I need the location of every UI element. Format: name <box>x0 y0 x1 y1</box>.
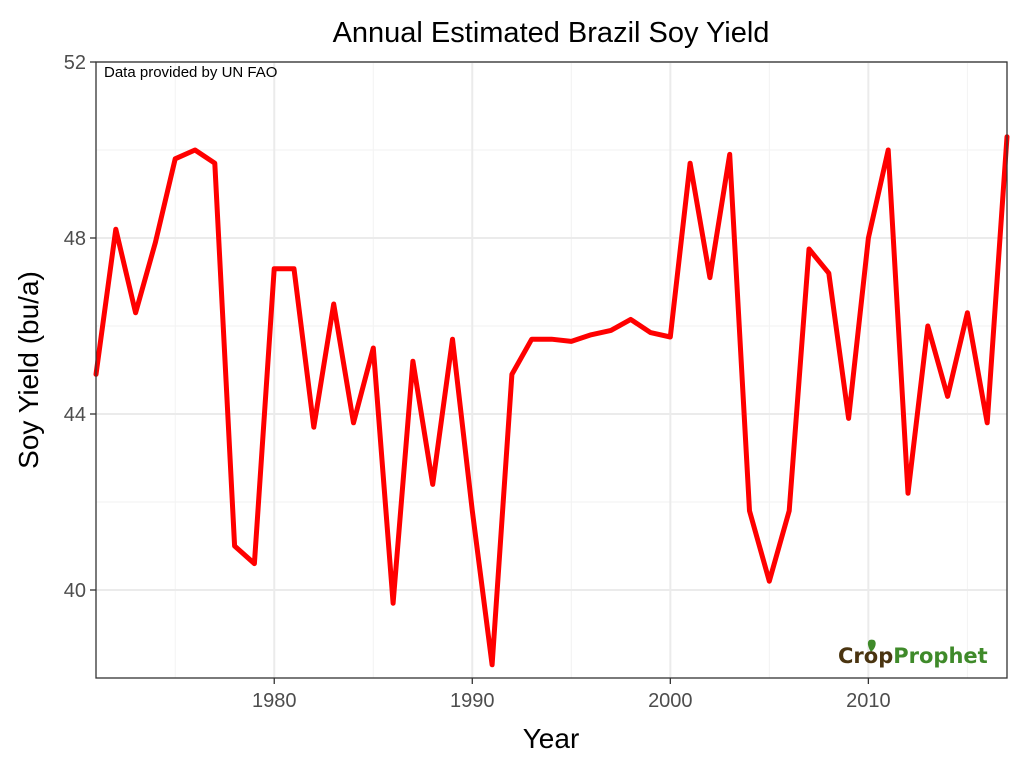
leaf-icon <box>867 639 876 652</box>
x-axis-title: Year <box>523 723 580 754</box>
data-point-1985 <box>371 346 376 351</box>
data-point-1994 <box>549 337 554 342</box>
data-point-1998 <box>628 317 633 322</box>
data-point-1982 <box>311 425 316 430</box>
plot-panel <box>96 62 1007 678</box>
data-point-2008 <box>826 271 831 276</box>
data-point-1975 <box>173 156 178 161</box>
data-point-2001 <box>688 161 693 166</box>
data-point-1986 <box>391 601 396 606</box>
y-axis: 40 44 48 52 <box>64 52 96 602</box>
data-point-1999 <box>648 330 653 335</box>
x-tick-label-1980: 1980 <box>252 690 297 712</box>
data-point-2014 <box>945 394 950 399</box>
data-point-2002 <box>707 275 712 280</box>
data-point-1989 <box>450 337 455 342</box>
data-point-1991 <box>490 662 495 667</box>
data-point-2003 <box>727 152 732 157</box>
data-point-2006 <box>787 508 792 513</box>
y-tick-label-48: 48 <box>64 228 86 250</box>
data-point-1972 <box>113 227 118 232</box>
data-source-annotation: Data provided by UN FAO <box>104 64 277 81</box>
data-point-1997 <box>608 328 613 333</box>
y-tick-label-44: 44 <box>64 404 86 426</box>
data-point-1987 <box>410 359 415 364</box>
data-point-1993 <box>529 337 534 342</box>
data-point-1980 <box>272 266 277 271</box>
x-tick-label-2010: 2010 <box>846 690 891 712</box>
data-point-1976 <box>193 148 198 153</box>
data-point-1973 <box>133 310 138 315</box>
data-point-1977 <box>212 161 217 166</box>
cropprophet-logo: CropProphet <box>838 639 988 668</box>
data-point-2007 <box>806 247 811 252</box>
yield-series-line <box>93 134 1010 668</box>
plot-border <box>95 61 1008 679</box>
data-point-1983 <box>331 302 336 307</box>
data-point-1988 <box>430 482 435 487</box>
data-point-1996 <box>589 332 594 337</box>
data-point-1995 <box>569 339 574 344</box>
data-point-1978 <box>232 544 237 549</box>
logo-text-prophet: Prophet <box>893 644 987 668</box>
data-point-1981 <box>292 266 297 271</box>
data-point-2012 <box>905 491 910 496</box>
logo-text-crop: Crop <box>838 644 893 668</box>
data-point-2005 <box>767 579 772 584</box>
data-point-2000 <box>668 335 673 340</box>
data-point-2011 <box>886 148 891 153</box>
data-point-2016 <box>985 420 990 425</box>
y-axis-title: Soy Yield (bu/a) <box>13 271 44 469</box>
data-point-1974 <box>153 240 158 245</box>
data-point-2010 <box>866 236 871 241</box>
x-axis: 1980 1990 2000 2010 <box>252 678 891 712</box>
data-point-2015 <box>965 310 970 315</box>
y-tick-label-52: 52 <box>64 52 86 74</box>
data-point-1990 <box>470 508 475 513</box>
svg-text:CropProphet: CropProphet <box>838 644 988 668</box>
data-point-1992 <box>509 372 514 377</box>
data-point-2004 <box>747 508 752 513</box>
data-point-1979 <box>252 561 257 566</box>
x-tick-label-2000: 2000 <box>648 690 693 712</box>
data-point-1984 <box>351 420 356 425</box>
chart-title: Annual Estimated Brazil Soy Yield <box>333 17 770 49</box>
x-tick-label-1990: 1990 <box>450 690 495 712</box>
data-point-2009 <box>846 416 851 421</box>
y-tick-label-40: 40 <box>64 580 86 602</box>
data-point-2013 <box>925 324 930 329</box>
